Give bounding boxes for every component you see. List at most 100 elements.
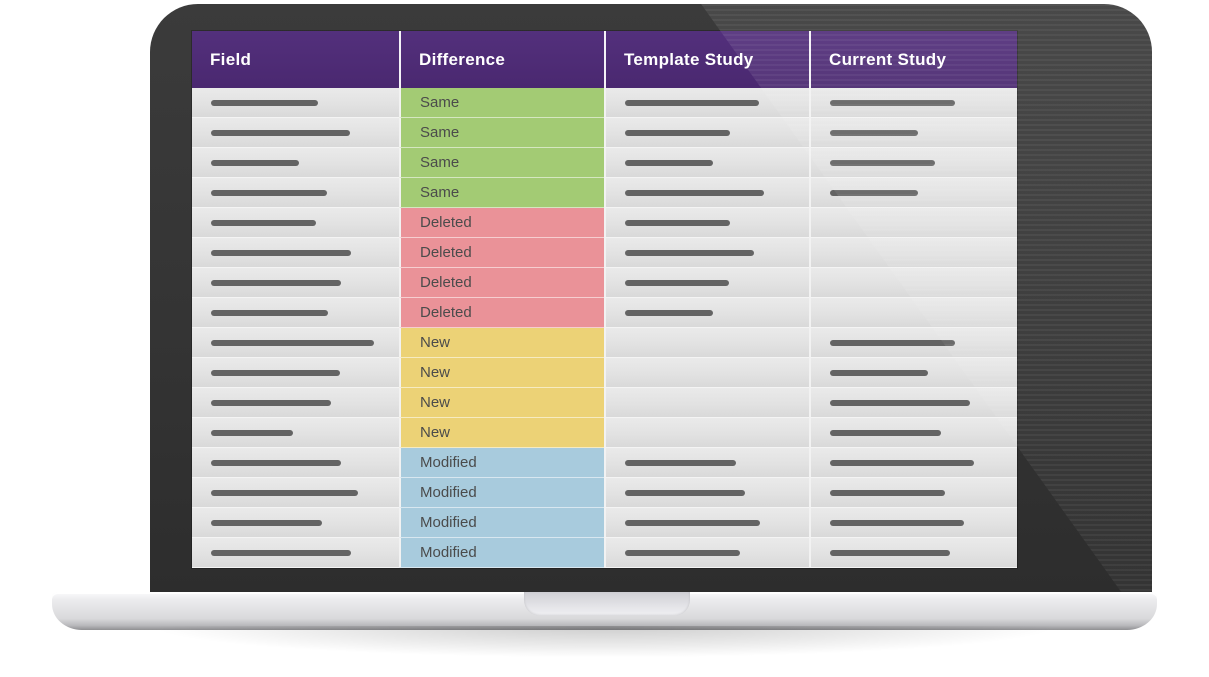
- current-study-placeholder-bar: [830, 369, 928, 376]
- current-study-placeholder-bar: [830, 429, 941, 436]
- current-study-cell: [809, 238, 1017, 268]
- template-study-cell: [604, 88, 809, 118]
- current-study-cell: [809, 328, 1017, 358]
- template-study-cell: [604, 478, 809, 508]
- difference-status-label: Modified: [420, 454, 477, 471]
- field-cell: [192, 448, 399, 478]
- table-row[interactable]: New: [192, 358, 1017, 388]
- table-row[interactable]: New: [192, 328, 1017, 358]
- difference-status-label: Modified: [420, 514, 477, 531]
- difference-cell: Deleted: [399, 238, 604, 268]
- table-row[interactable]: Same: [192, 118, 1017, 148]
- field-placeholder-bar: [211, 429, 293, 436]
- current-study-cell: [809, 448, 1017, 478]
- laptop-base: [52, 592, 1157, 630]
- field-placeholder-bar: [211, 549, 351, 556]
- template-study-placeholder-bar: [625, 249, 754, 256]
- template-study-cell: [604, 178, 809, 208]
- study-diff-table: Field Difference Template Study Current …: [192, 31, 1017, 568]
- table-row[interactable]: Deleted: [192, 238, 1017, 268]
- difference-cell: New: [399, 418, 604, 448]
- field-placeholder-bar: [211, 279, 341, 286]
- difference-status-label: New: [420, 364, 451, 381]
- template-study-cell: [604, 148, 809, 178]
- difference-status-label: Modified: [420, 544, 477, 561]
- current-study-placeholder-bar: [830, 99, 955, 106]
- field-placeholder-bar: [211, 189, 327, 196]
- laptop-hinge-notch: [524, 592, 690, 616]
- current-study-cell: [809, 148, 1017, 178]
- table-row[interactable]: Deleted: [192, 208, 1017, 238]
- current-study-cell: [809, 418, 1017, 448]
- field-placeholder-bar: [211, 159, 299, 166]
- template-study-cell: [604, 208, 809, 238]
- field-cell: [192, 268, 399, 298]
- template-study-cell: [604, 238, 809, 268]
- current-study-cell: [809, 358, 1017, 388]
- table-row[interactable]: Deleted: [192, 268, 1017, 298]
- table-row[interactable]: New: [192, 388, 1017, 418]
- field-cell: [192, 238, 399, 268]
- field-placeholder-bar: [211, 129, 350, 136]
- difference-status-label: Deleted: [420, 274, 472, 291]
- current-study-cell: [809, 88, 1017, 118]
- field-cell: [192, 358, 399, 388]
- difference-status-label: Same: [420, 94, 460, 111]
- table-row[interactable]: New: [192, 418, 1017, 448]
- table-row[interactable]: Modified: [192, 508, 1017, 538]
- field-cell: [192, 388, 399, 418]
- laptop-screen: Field Difference Template Study Current …: [150, 4, 1152, 593]
- template-study-placeholder-bar: [625, 189, 764, 196]
- field-placeholder-bar: [211, 339, 374, 346]
- template-study-placeholder-bar: [625, 159, 713, 166]
- template-study-placeholder-bar: [625, 279, 729, 286]
- field-cell: [192, 508, 399, 538]
- difference-cell: Deleted: [399, 298, 604, 328]
- field-cell: [192, 298, 399, 328]
- current-study-placeholder-bar: [830, 129, 918, 136]
- table-row[interactable]: Modified: [192, 448, 1017, 478]
- table-row[interactable]: Same: [192, 148, 1017, 178]
- difference-status-label: Same: [420, 124, 460, 141]
- template-study-cell: [604, 328, 809, 358]
- table-row[interactable]: Modified: [192, 538, 1017, 568]
- current-study-placeholder-bar: [830, 189, 918, 196]
- current-study-cell: [809, 538, 1017, 568]
- table-row[interactable]: Deleted: [192, 298, 1017, 328]
- template-study-cell: [604, 118, 809, 148]
- current-study-cell: [809, 178, 1017, 208]
- difference-cell: Deleted: [399, 208, 604, 238]
- current-study-cell: [809, 298, 1017, 328]
- template-study-cell: [604, 388, 809, 418]
- template-study-cell: [604, 448, 809, 478]
- difference-cell: Modified: [399, 538, 604, 568]
- current-study-placeholder-bar: [830, 399, 970, 406]
- field-placeholder-bar: [211, 519, 322, 526]
- difference-cell: New: [399, 358, 604, 388]
- field-placeholder-bar: [211, 309, 328, 316]
- template-study-placeholder-bar: [625, 519, 760, 526]
- difference-cell: Modified: [399, 508, 604, 538]
- template-study-placeholder-bar: [625, 309, 713, 316]
- template-study-cell: [604, 418, 809, 448]
- field-placeholder-bar: [211, 99, 318, 106]
- table-row[interactable]: Modified: [192, 478, 1017, 508]
- template-study-placeholder-bar: [625, 549, 740, 556]
- difference-cell: Modified: [399, 478, 604, 508]
- table-row[interactable]: Same: [192, 88, 1017, 118]
- template-study-placeholder-bar: [625, 219, 730, 226]
- difference-cell: Deleted: [399, 268, 604, 298]
- column-header-field: Field: [192, 31, 399, 88]
- difference-cell: Same: [399, 178, 604, 208]
- field-cell: [192, 88, 399, 118]
- field-placeholder-bar: [211, 219, 316, 226]
- difference-status-label: Deleted: [420, 244, 472, 261]
- difference-cell: Modified: [399, 448, 604, 478]
- field-cell: [192, 538, 399, 568]
- diff-table-body: Same Same Same Same Deleted Deleted Deleted Del…: [192, 88, 1017, 568]
- current-study-placeholder-bar: [830, 549, 950, 556]
- table-row[interactable]: Same: [192, 178, 1017, 208]
- field-cell: [192, 478, 399, 508]
- difference-status-label: Same: [420, 184, 460, 201]
